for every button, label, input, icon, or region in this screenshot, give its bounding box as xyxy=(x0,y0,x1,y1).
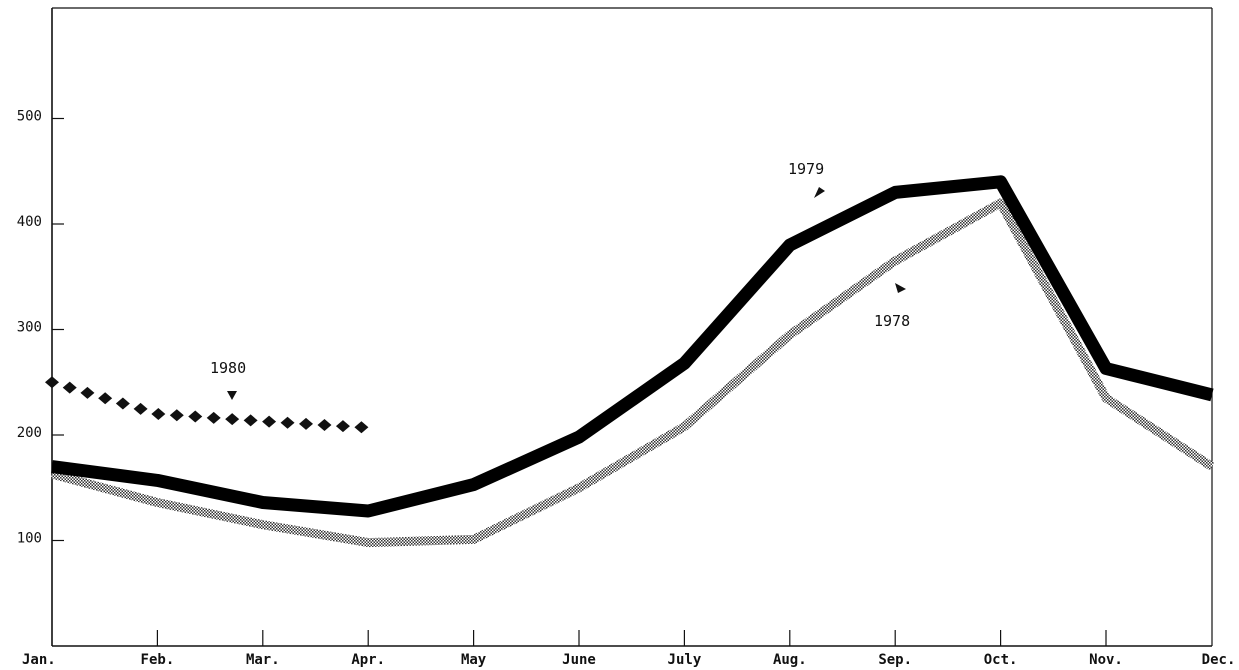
x-tick-label-4: May xyxy=(461,652,487,668)
diamond-1980 xyxy=(206,411,221,424)
diamond-1980 xyxy=(262,415,277,428)
series-line-1980 xyxy=(45,376,369,434)
series-line-1979 xyxy=(51,175,1214,518)
x-tick-label-3: Apr. xyxy=(351,652,385,668)
series-labels: 1979 1978 1980 xyxy=(210,160,910,400)
x-tick-label-6: July xyxy=(668,652,702,668)
y-tick-label-300: 300 xyxy=(17,320,42,336)
x-tick-label-9: Oct. xyxy=(984,652,1018,668)
x-axis: Jan. Feb. Mar. Apr. May June July Aug. Sep. Oct. N… xyxy=(22,630,1235,668)
y-tick-label-400: 400 xyxy=(17,214,42,230)
x-tick-label-10: Nov. xyxy=(1089,652,1123,668)
x-tick-label-8: Sep. xyxy=(878,652,912,668)
diamond-1980 xyxy=(133,402,148,415)
diamond-1980 xyxy=(62,381,77,394)
diamond-1980 xyxy=(115,397,130,410)
series-label-1980: 1980 xyxy=(210,359,246,377)
diamond-1980 xyxy=(280,416,295,429)
arrow-1978 xyxy=(895,283,906,293)
diamond-1980 xyxy=(169,409,184,422)
y-tick-label-200: 200 xyxy=(17,425,42,441)
diamond-1980 xyxy=(299,417,314,430)
diamond-1980 xyxy=(335,420,350,433)
y-tick-label-500: 500 xyxy=(17,109,42,125)
diamond-1980 xyxy=(80,386,95,399)
series-line-1978 xyxy=(50,198,1215,548)
diamond-1980 xyxy=(45,376,59,389)
x-tick-label-0: Jan. xyxy=(22,652,56,668)
series-label-1978: 1978 xyxy=(874,312,910,330)
x-tick-label-7: Aug. xyxy=(773,652,807,668)
diamond-1980 xyxy=(243,414,258,427)
y-tick-label-100: 100 xyxy=(17,531,42,547)
series-layer xyxy=(45,175,1215,548)
x-tick-label-1: Feb. xyxy=(141,652,175,668)
series-label-1979: 1979 xyxy=(788,160,824,178)
diamond-1980 xyxy=(354,421,369,434)
diamond-1980 xyxy=(188,410,203,423)
arrow-1979 xyxy=(814,187,825,198)
plot-frame xyxy=(52,7,1213,646)
x-tick-label-2: Mar. xyxy=(246,652,280,668)
diamond-1980 xyxy=(225,413,240,426)
arrow-1980 xyxy=(227,391,237,400)
diamond-1980 xyxy=(317,418,332,431)
x-tick-label-11: Dec. xyxy=(1202,652,1236,668)
x-tick-label-5: June xyxy=(562,652,596,668)
diamond-1980 xyxy=(98,392,113,405)
diamond-1980 xyxy=(151,407,166,420)
y-axis: 100 200 300 400 500 xyxy=(17,8,64,646)
